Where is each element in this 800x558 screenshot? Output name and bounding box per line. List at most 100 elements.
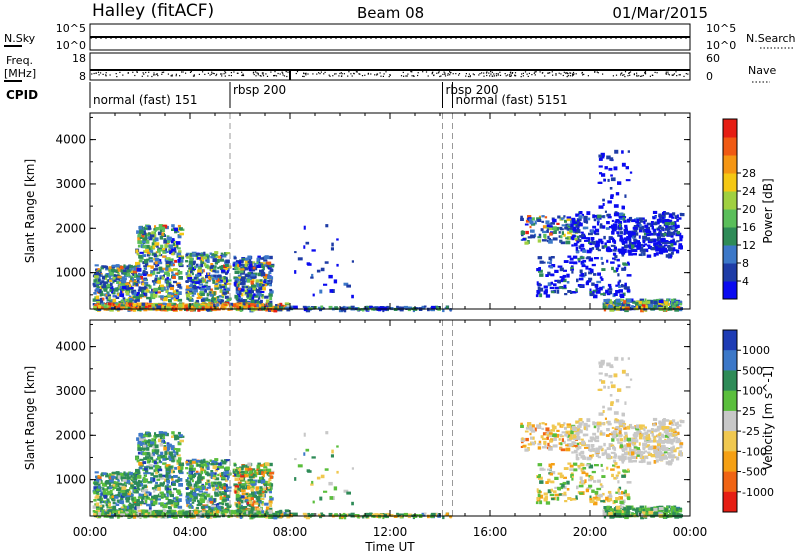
power-echo: [317, 270, 321, 273]
power-echo: [192, 272, 194, 275]
power-echo: [155, 227, 160, 230]
power-echo: [672, 305, 676, 307]
velocity-echo: [267, 483, 271, 486]
power-echo: [111, 269, 116, 272]
power-echo: [632, 237, 634, 239]
power-echo: [248, 261, 253, 263]
velocity-echo: [177, 491, 181, 495]
power-echo: [612, 220, 614, 222]
nave-point: [358, 73, 359, 74]
velocity-echo: [100, 500, 102, 503]
power-echo: [627, 289, 631, 292]
velocity-echo: [143, 480, 147, 483]
velocity-echo: [225, 471, 229, 474]
power-echo: [596, 281, 601, 283]
velocity-echo: [236, 503, 238, 507]
nave-point: [225, 72, 226, 73]
power-echo: [637, 243, 640, 246]
nave-point: [620, 74, 621, 75]
power-echo: [680, 213, 685, 216]
power-echo: [194, 304, 198, 308]
velocity-echo: [174, 467, 177, 470]
power-echo: [545, 289, 548, 293]
nsearch-label: N.Search: [746, 32, 796, 45]
power-echo: [614, 255, 617, 258]
power-echo: [446, 306, 449, 309]
power-echo: [214, 291, 216, 295]
nave-point: [565, 73, 566, 74]
velocity-echo: [225, 467, 230, 471]
power-echo: [671, 222, 675, 226]
power-echo: [601, 257, 603, 260]
velocity-echo: [153, 489, 155, 492]
power-echo: [311, 274, 313, 277]
nave-point: [444, 73, 445, 74]
power-echo: [269, 297, 272, 301]
nave-point: [96, 73, 97, 74]
nave-point: [376, 74, 377, 75]
power-echo: [153, 271, 155, 275]
nave-point: [341, 75, 342, 76]
velocity-echo: [126, 498, 130, 502]
power-echo: [652, 226, 655, 230]
power-echo: [560, 268, 564, 272]
power-echo: [676, 219, 679, 222]
nave-point: [390, 75, 391, 76]
velocity-echo: [155, 444, 159, 448]
velocity-echo: [113, 506, 117, 510]
power-echo: [266, 299, 269, 303]
power-echo: [617, 264, 620, 267]
velocity-echo: [192, 502, 195, 504]
power-echo: [122, 286, 126, 289]
power-echo: [590, 293, 595, 296]
power-echo: [649, 239, 653, 242]
velocity-echo: [106, 503, 108, 506]
nsky-tick-top: 10^5: [56, 22, 86, 35]
nave-point: [161, 74, 162, 75]
power-echo: [543, 234, 546, 238]
velocity-echo: [133, 474, 136, 477]
velocity-echo: [251, 491, 255, 495]
velocity-echo: [168, 506, 172, 509]
velocity-echo: [93, 499, 96, 502]
nave-point: [445, 75, 446, 76]
nave-point: [486, 75, 487, 76]
power-echo: [663, 233, 666, 236]
velocity-echo: [186, 487, 189, 490]
nave-point: [403, 72, 404, 73]
power-echo: [637, 248, 640, 250]
nave-point: [194, 74, 195, 75]
nave-point: [347, 76, 348, 77]
power-echo: [197, 297, 202, 299]
velocity-echo: [104, 495, 108, 499]
power-echo: [653, 301, 657, 304]
nave-point: [143, 72, 144, 73]
velocity-echo: [93, 505, 96, 508]
nave-point: [552, 75, 553, 76]
nave-point: [348, 71, 349, 72]
power-echo: [150, 234, 154, 237]
power-echo: [627, 236, 631, 240]
velocity-echo: [245, 471, 248, 475]
nave-point: [106, 75, 107, 76]
power-echo: [106, 291, 108, 293]
power-echo: [570, 292, 572, 294]
power-echo: [528, 236, 532, 238]
velocity-echo: [146, 496, 148, 499]
power-echo: [562, 231, 564, 235]
power-echo: [235, 271, 240, 274]
power-echo: [659, 300, 664, 303]
power-echo: [610, 187, 613, 190]
power-echo: [98, 279, 101, 282]
power-echo: [537, 281, 539, 285]
power-echo: [618, 281, 620, 285]
power-echo: [96, 288, 100, 292]
power-echo: [112, 288, 115, 291]
nave-point: [621, 73, 622, 74]
velocity-echo: [218, 463, 221, 466]
nave-point: [570, 75, 571, 76]
nave-point: [241, 72, 242, 73]
power-echo: [156, 272, 160, 274]
power-echo: [564, 293, 567, 295]
